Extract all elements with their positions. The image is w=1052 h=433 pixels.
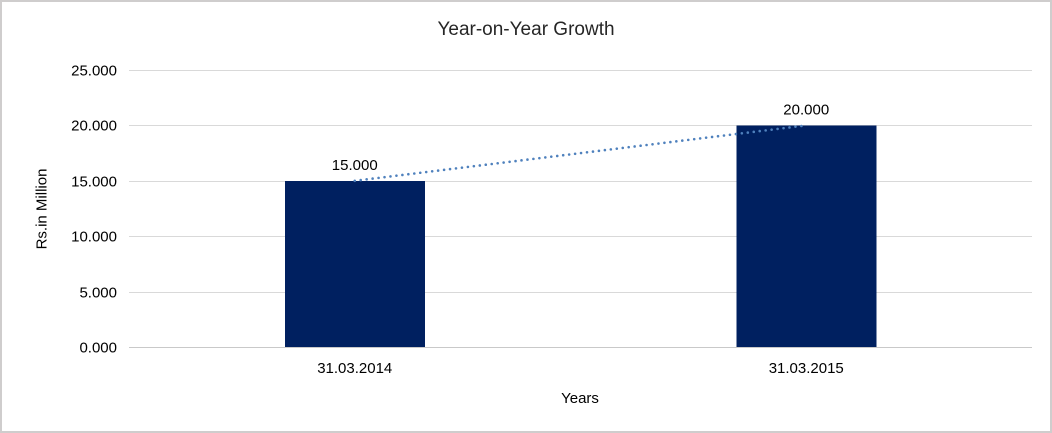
trendline-dotted[interactable] bbox=[353, 124, 808, 183]
data-label: 20.000 bbox=[783, 101, 829, 118]
x-axis-title: Years bbox=[561, 390, 599, 407]
y-tick-label: 10.000 bbox=[71, 229, 117, 246]
y-tick-label: 15.000 bbox=[71, 174, 117, 191]
y-tick-label: 0.000 bbox=[79, 340, 117, 357]
y-tick-label: 20.000 bbox=[71, 118, 117, 135]
y-tick-label: 5.000 bbox=[79, 285, 117, 302]
data-label: 15.000 bbox=[332, 157, 378, 174]
x-category-label: 31.03.2014 bbox=[317, 360, 392, 377]
chart-title: Year-on-Year Growth bbox=[437, 19, 615, 40]
y-tick-label: 25.000 bbox=[71, 63, 117, 80]
bar-31.03.2014[interactable] bbox=[284, 180, 425, 347]
x-category-label: 31.03.2015 bbox=[769, 360, 844, 377]
bar-31.03.2015[interactable] bbox=[736, 125, 877, 348]
